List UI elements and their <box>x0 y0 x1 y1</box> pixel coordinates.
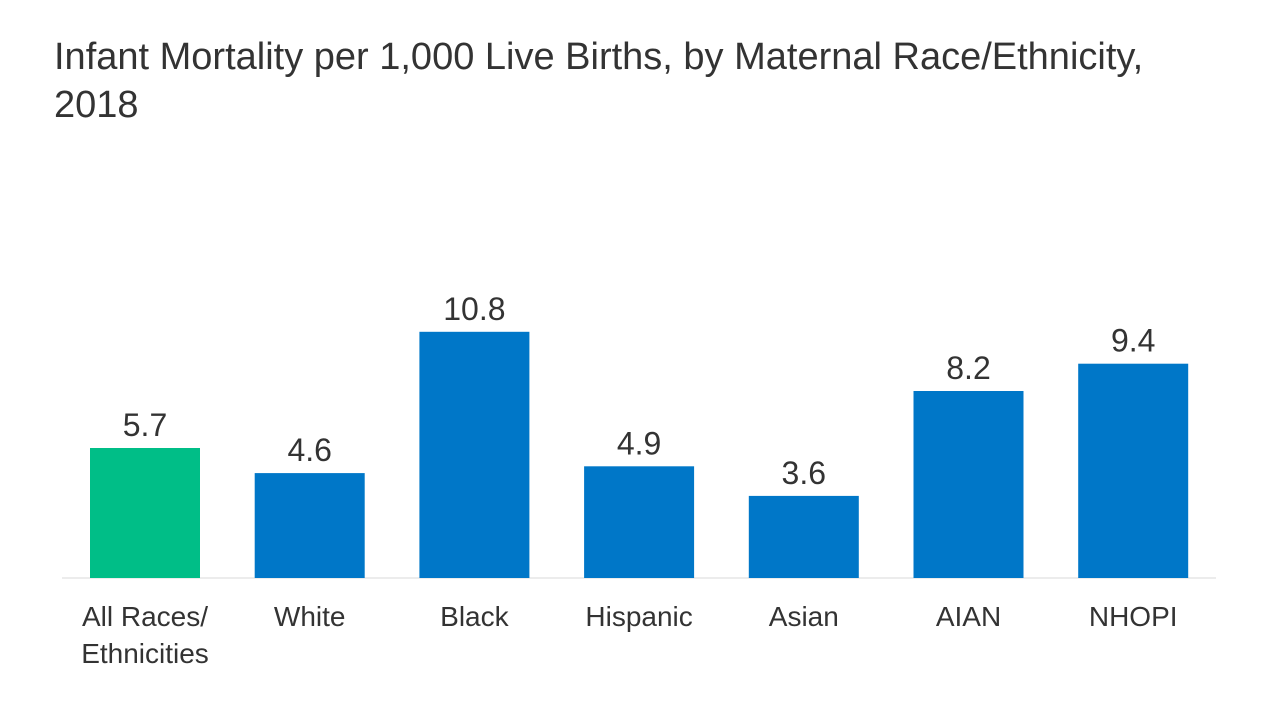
chart-title: Infant Mortality per 1,000 Live Births, … <box>54 36 1144 126</box>
value-label-group: 5.7 4.6 10.8 4.9 3.6 8.2 9.4 <box>123 291 1156 491</box>
bar-5 <box>913 391 1024 578</box>
category-label-6: NHOPI <box>1089 601 1178 632</box>
value-label-4: 3.6 <box>782 455 826 491</box>
value-label-3: 4.9 <box>617 425 661 461</box>
bar-group <box>90 331 1189 578</box>
category-label-3: Hispanic <box>585 601 692 632</box>
bar-0 <box>90 448 200 578</box>
bar-3 <box>584 466 695 578</box>
value-label-6: 9.4 <box>1111 323 1155 359</box>
bar-6 <box>1078 363 1189 578</box>
category-label-1: White <box>274 601 346 632</box>
bar-1 <box>254 473 365 578</box>
category-label-0: All Races/Ethnicities <box>81 601 209 669</box>
value-label-1: 4.6 <box>287 432 331 468</box>
category-label-5: AIAN <box>936 601 1001 632</box>
category-label-group: All Races/Ethnicities White Black Hispanic A… <box>81 601 1177 669</box>
category-label-4: Asian <box>769 601 839 632</box>
value-label-2: 10.8 <box>443 291 505 327</box>
value-label-5: 8.2 <box>946 350 990 386</box>
category-label-2: Black <box>440 601 509 632</box>
value-label-0: 5.7 <box>123 407 167 443</box>
bar-2 <box>419 331 530 578</box>
bar-4 <box>748 495 859 578</box>
